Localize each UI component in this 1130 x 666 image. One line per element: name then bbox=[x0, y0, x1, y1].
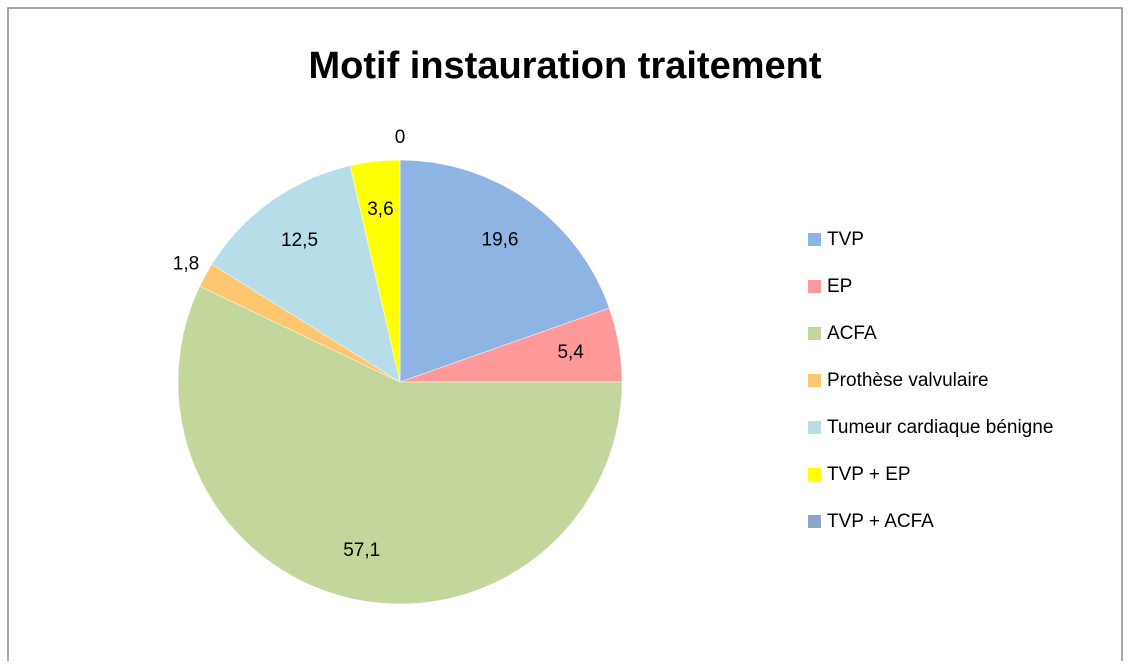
pie-slice bbox=[349, 159, 401, 383]
legend-swatch bbox=[808, 327, 821, 340]
data-label: 5,4 bbox=[557, 342, 584, 363]
legend-label: TVP + EP bbox=[827, 464, 911, 485]
legend-swatch bbox=[808, 515, 821, 528]
legend-swatch bbox=[808, 374, 821, 387]
legend-swatch bbox=[808, 280, 821, 293]
pie-slice bbox=[211, 165, 401, 383]
legend-label: ACFA bbox=[827, 323, 877, 344]
data-label: 12,5 bbox=[281, 230, 318, 251]
data-label: 19,6 bbox=[482, 230, 519, 251]
legend-label: TVP bbox=[827, 229, 864, 250]
legend-label: Prothèse valvulaire bbox=[827, 370, 989, 391]
legend-swatch bbox=[808, 233, 821, 246]
data-label: 3,6 bbox=[367, 199, 393, 220]
legend-swatch bbox=[808, 421, 821, 434]
pie-slice bbox=[177, 285, 623, 605]
data-label: 57,1 bbox=[343, 540, 380, 561]
data-label: 0 bbox=[395, 127, 406, 148]
data-label: 1,8 bbox=[173, 253, 199, 274]
legend-label: EP bbox=[827, 276, 852, 297]
chart-title: Motif instauration traitement bbox=[308, 45, 821, 87]
legend-swatch bbox=[808, 468, 821, 481]
legend-label: Tumeur cardiaque bénigne bbox=[827, 417, 1053, 438]
legend-label: TVP + ACFA bbox=[827, 511, 934, 532]
